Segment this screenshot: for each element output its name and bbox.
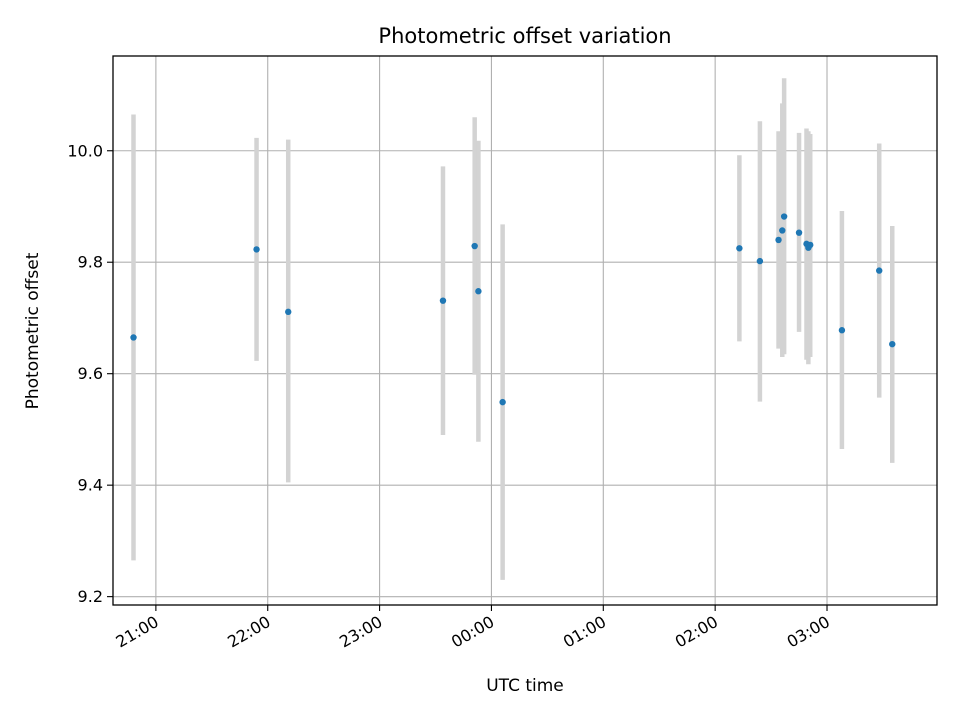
data-point xyxy=(779,227,786,234)
plot-frame xyxy=(112,55,938,606)
data-point xyxy=(775,236,782,244)
y-axis-title: Photometric offset xyxy=(23,252,43,409)
y-tick-label: 9.8 xyxy=(78,253,103,272)
chart-title: Photometric offset variation xyxy=(378,24,671,48)
data-point xyxy=(475,288,482,295)
data-point xyxy=(889,340,896,348)
point-layer xyxy=(130,213,896,406)
y-axis-ticks: 9.2 9.4 9.6 9.8 10.0 xyxy=(67,141,113,606)
data-point xyxy=(795,229,803,236)
y-tick-label: 9.2 xyxy=(78,587,103,606)
data-point xyxy=(838,327,846,334)
y-tick-label: 9.4 xyxy=(78,476,103,495)
data-point xyxy=(499,398,506,406)
y-tick-label: 10.0 xyxy=(67,141,103,160)
data-point xyxy=(756,257,764,265)
data-point xyxy=(253,246,260,253)
data-point xyxy=(876,267,883,274)
data-point xyxy=(471,242,478,250)
data-point xyxy=(807,241,814,249)
data-point xyxy=(780,213,788,220)
data-point xyxy=(736,245,743,252)
data-point xyxy=(439,297,447,304)
y-tick-label: 9.6 xyxy=(78,364,103,383)
x-axis-title: UTC time xyxy=(486,676,564,696)
data-point xyxy=(285,308,292,316)
data-point xyxy=(130,334,137,341)
